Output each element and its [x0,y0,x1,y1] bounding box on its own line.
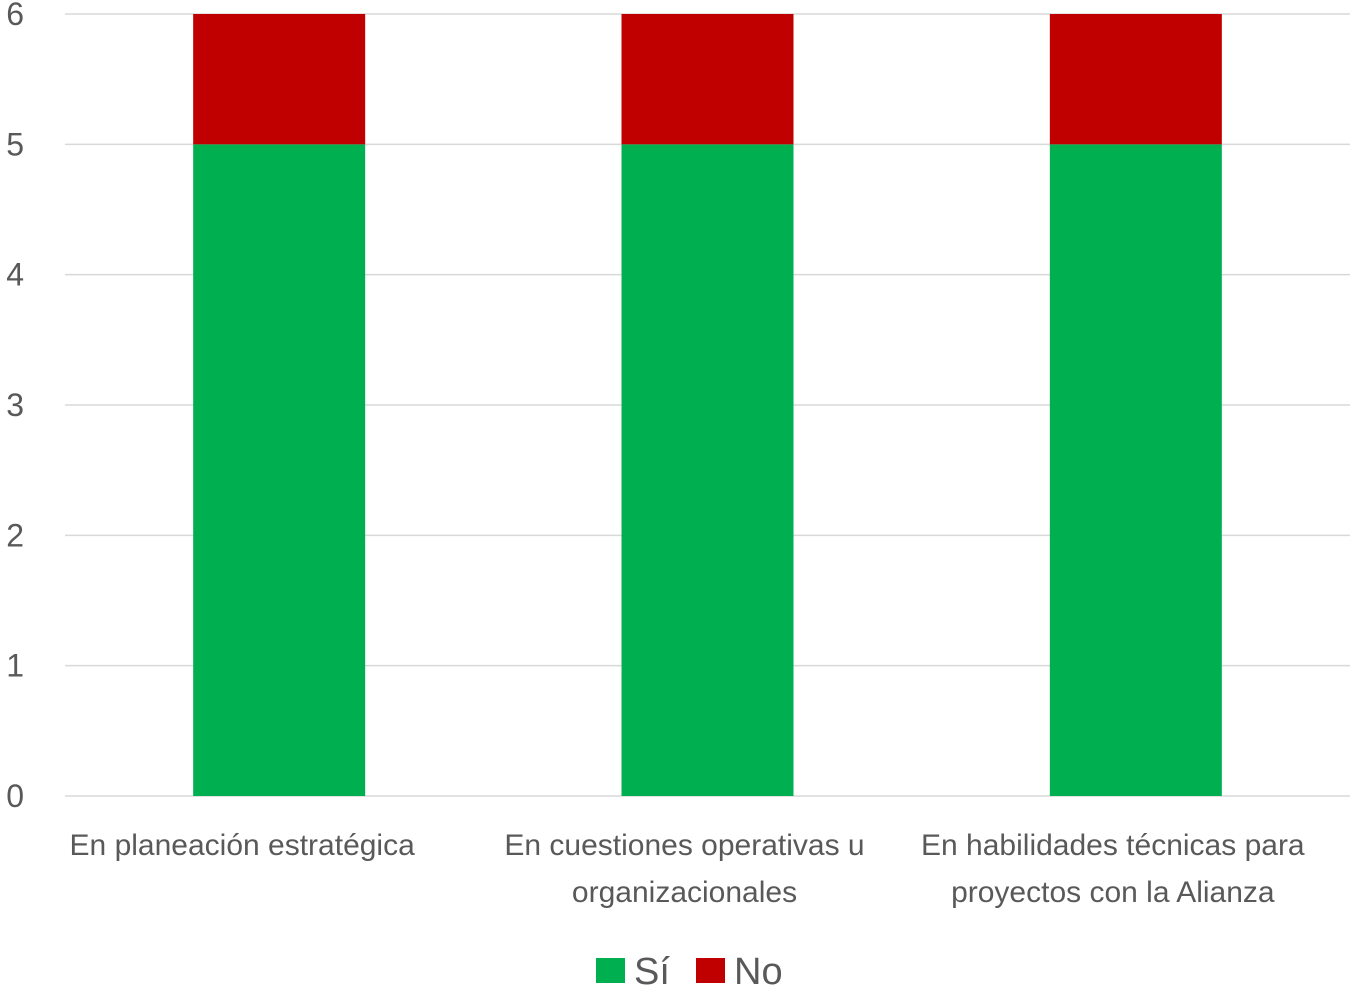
legend-label-no: No [734,951,783,990]
legend-swatch-si [596,958,625,983]
x-category-label: proyectos con la Alianza [951,876,1275,909]
y-tick-label: 4 [6,257,24,293]
x-axis: En planeación estratégica En cuestiones o… [70,829,1305,909]
y-tick-label: 3 [6,387,24,423]
y-tick-label: 0 [6,778,24,814]
y-axis: 0 1 2 3 4 5 6 [6,0,24,814]
y-tick-label: 2 [6,517,24,553]
y-tick-label: 1 [6,648,24,684]
x-category-label: organizacionales [572,876,797,909]
y-tick-label: 6 [6,0,24,32]
x-category-label: En planeación estratégica [70,829,416,862]
legend-swatch-no [696,958,725,983]
bar-si-0 [193,144,366,797]
bar-no-2 [1049,14,1222,145]
legend-label-si: Sí [634,951,670,990]
bar-no-1 [621,14,794,145]
bar-no-0 [193,14,366,145]
legend: Sí No [596,951,783,993]
x-category-label: En habilidades técnicas para [921,829,1305,862]
bar-si-2 [1049,144,1222,797]
bar-si-1 [621,144,794,797]
bars [193,14,1222,797]
y-tick-label: 5 [6,126,24,162]
x-category-label: En cuestiones operativas u [504,829,864,862]
